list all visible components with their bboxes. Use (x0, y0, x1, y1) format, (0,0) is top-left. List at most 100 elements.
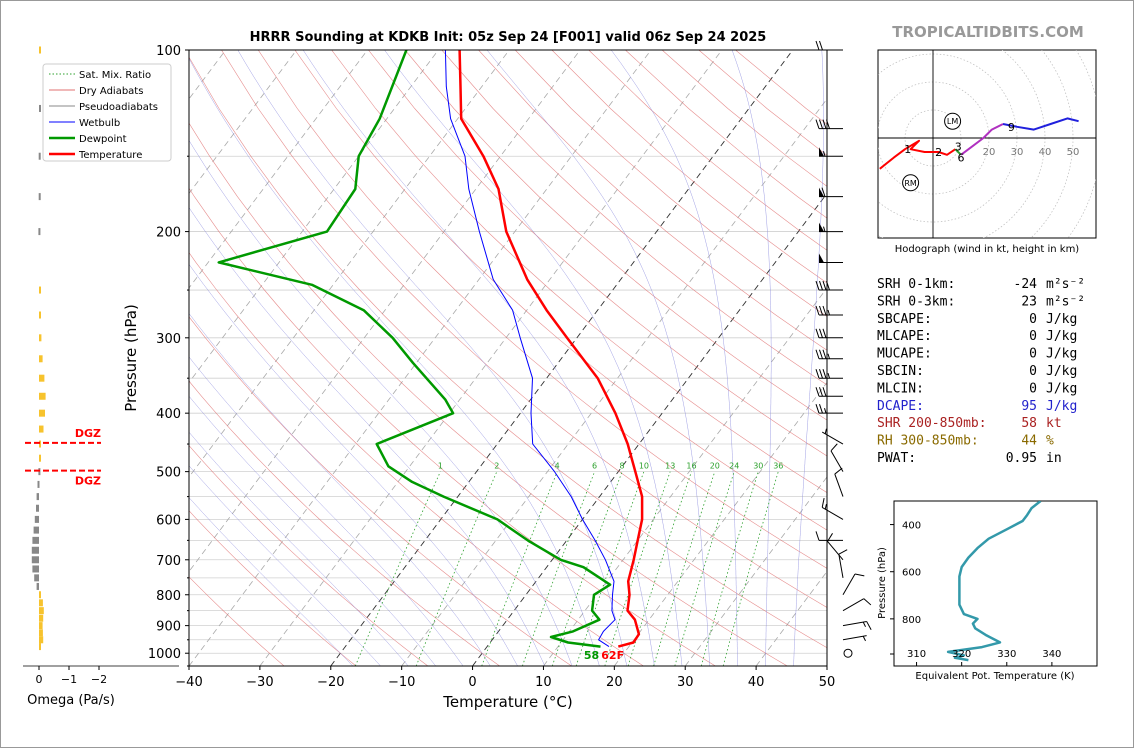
hodograph-height-label: 2 (935, 146, 942, 159)
omega-bar (34, 574, 39, 582)
storm-motion-marker (902, 174, 920, 192)
pseudoadiabat-line (189, 57, 600, 666)
omega-bar (39, 392, 46, 400)
barb-staff (830, 450, 844, 472)
omega-bar (39, 355, 43, 363)
dry-adiabat-line (189, 576, 285, 666)
wind-barb (815, 387, 843, 397)
wetbulb-line (444, 50, 616, 648)
stat-label: PWAT: (877, 451, 916, 466)
omega-panel: 0 −1 −2 Omega (Pa/s) DGZ DGZ (23, 46, 179, 708)
isotherm-line (189, 50, 652, 666)
sounding-stats-panel: SRH 0-1km: -24 m²s⁻² SRH 0-3km: 23 m²s⁻² SBCAP… (877, 277, 1085, 466)
theta-e-y-tick-label: 800 (902, 615, 921, 626)
dry-adiabat-line (189, 445, 429, 666)
stat-label: RH 300-850mb: (877, 434, 979, 449)
hodograph-trace (960, 123, 1004, 156)
omega-tick-label: −1 (61, 673, 77, 686)
omega-bar (33, 526, 39, 534)
barb-full (822, 387, 827, 397)
wind-barb (815, 349, 843, 360)
barb-flag (819, 147, 824, 157)
y-tick-label: 1000 (148, 647, 181, 662)
wind-barb (815, 328, 843, 339)
barb-full (827, 533, 833, 542)
barb-half (827, 309, 830, 316)
storm-motion-label: RM (904, 179, 917, 188)
wind-barb (843, 648, 853, 658)
stat-row: RH 300-850mb: 44% (877, 434, 1054, 449)
dry-adiabat-line (189, 252, 644, 666)
barb-half (824, 408, 827, 414)
theta-e-y-label: Pressure (hPa) (877, 547, 888, 619)
pseudoadiabat-line (237, 50, 628, 666)
wind-barb (821, 498, 844, 520)
mixing-ratio-line (700, 471, 759, 666)
isotherm-line (543, 287, 827, 666)
barb-full (815, 387, 820, 397)
omega-bar (36, 504, 39, 512)
wind-barb (819, 222, 843, 233)
omega-bar (34, 515, 39, 523)
dry-adiabat-line (294, 50, 827, 531)
mixing-ratio-label: 1 (438, 462, 443, 471)
pseudoadiabat-line (384, 50, 683, 666)
theta-e-x-label: Equivalent Pot. Temperature (K) (915, 671, 1074, 682)
skewt-frame (188, 49, 828, 667)
legend-label: Dry Adiabats (79, 86, 143, 97)
stat-unit: J/kg (1046, 312, 1077, 327)
barb-half (824, 428, 827, 434)
stat-label: MLCAPE: (877, 329, 932, 344)
stat-row: SBCIN: 0 J/kg (877, 364, 1077, 379)
pseudoadiabat-line (189, 356, 464, 666)
dgz-label: DGZ (75, 427, 101, 440)
x-tick-label: 0 (468, 675, 476, 690)
stat-row: SHR 200-850mb: 58 kt (877, 416, 1062, 431)
omega-tick-label: 0 (36, 673, 43, 686)
barb-full (819, 305, 823, 316)
mixing-ratio-line (354, 471, 441, 666)
stat-value: 0 (1029, 364, 1037, 379)
mixing-ratio-label: 20 (710, 462, 720, 471)
isotherm-line (1, 50, 13, 666)
mixing-ratio-label: 10 (639, 462, 649, 471)
barb-full (819, 387, 823, 397)
stat-value: 23 (1021, 294, 1037, 309)
isotherm-line (330, 50, 794, 666)
stat-value: 95 (1021, 399, 1037, 414)
stat-value: 0 (1029, 329, 1037, 344)
barb-full (815, 280, 820, 291)
wind-barb (819, 253, 843, 263)
skewt-legend: Sat. Mix. Ratio Dry Adiabats Pseudoadiabat… (42, 63, 172, 162)
dry-adiabat-line (189, 187, 716, 666)
omega-bar (39, 614, 44, 622)
omega-bar (39, 599, 43, 607)
wind-barb (815, 369, 843, 379)
dry-adiabat-line (189, 122, 788, 666)
barb-staff (842, 573, 856, 596)
hodograph-ring-label: 20 (983, 147, 996, 158)
stat-row: MUCAPE: 0 J/kg (877, 347, 1077, 362)
omega-bar (39, 636, 44, 644)
barb-full (830, 443, 838, 452)
omega-bar (32, 536, 39, 544)
storm-motion-marker (944, 112, 962, 130)
wind-barb (834, 467, 844, 497)
mixing-ratio-line (674, 471, 735, 666)
barb-full (819, 349, 823, 359)
omega-bar (36, 582, 39, 590)
omega-bar (39, 454, 41, 462)
surface-dewpoint-label: 58 (584, 649, 599, 662)
barb-full (838, 549, 848, 555)
stat-row: MLCAPE: 0 J/kg (877, 329, 1077, 344)
omega-axis-label: Omega (Pa/s) (27, 693, 115, 708)
y-tick-label: 200 (156, 226, 181, 241)
wind-barb (815, 404, 843, 414)
theta-e-y-tick-label: 400 (902, 521, 921, 532)
stat-row: PWAT: 0.95 in (877, 451, 1062, 466)
mixing-ratio-label: 8 (620, 462, 625, 471)
mixing-ratio-line (551, 471, 623, 666)
stat-value: 58 (1021, 416, 1037, 431)
omega-bar (31, 546, 39, 554)
